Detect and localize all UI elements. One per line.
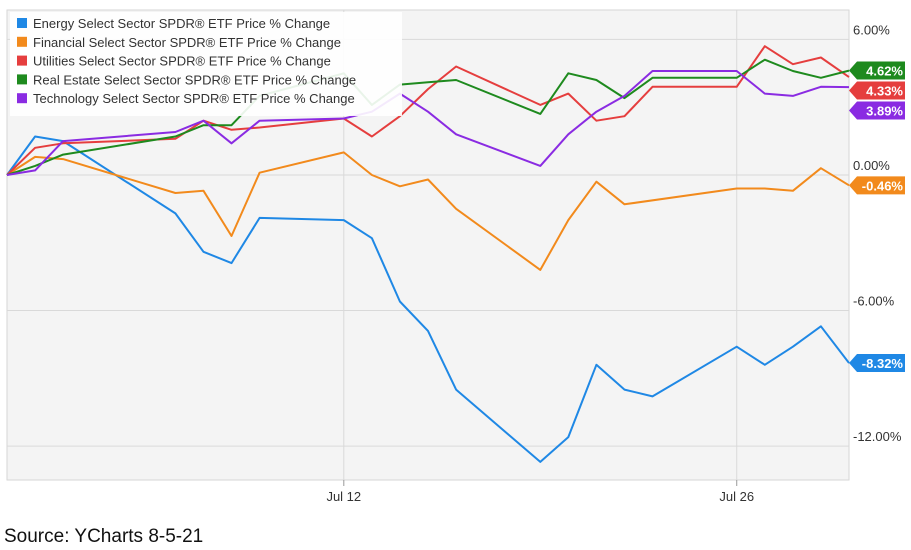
series-line <box>6 45 850 176</box>
legend-swatch <box>17 74 27 85</box>
end-value-badge <box>849 353 905 372</box>
legend: Energy Select Sector SPDR® ETF Price % C… <box>10 12 402 116</box>
x-tick-label: Jul 12 <box>326 489 361 504</box>
end-value-text: -8.32% <box>862 356 904 371</box>
series-line <box>6 135 850 463</box>
series-line <box>6 151 850 271</box>
series-line <box>6 70 850 176</box>
source-caption: Source: YCharts 8-5-21 <box>4 526 204 547</box>
y-tick-label: -12.00% <box>853 429 902 444</box>
legend-swatch <box>17 36 27 47</box>
end-value-badge <box>849 61 905 80</box>
legend-swatch <box>17 93 27 104</box>
end-value-badge <box>849 81 905 100</box>
end-value-badge <box>849 176 905 195</box>
series-line <box>6 58 850 176</box>
end-value-text: 3.89% <box>866 104 903 119</box>
legend-item[interactable]: Real Estate Select Sector SPDR® ETF Pric… <box>17 72 356 87</box>
legend-swatch <box>17 18 27 28</box>
legend-background <box>10 12 402 116</box>
legend-item[interactable]: Utilities Select Sector SPDR® ETF Price … <box>17 54 331 69</box>
y-tick-label: 0.00% <box>853 158 890 173</box>
legend-label: Financial Select Sector SPDR® ETF Price … <box>33 35 341 50</box>
end-value-text: 4.33% <box>866 84 903 99</box>
end-value-label: 4.33% <box>849 81 905 100</box>
end-value-text: -0.46% <box>862 178 904 193</box>
y-tick-label: -6.00% <box>853 294 895 309</box>
legend-item[interactable]: Technology Select Sector SPDR® ETF Price… <box>17 91 355 106</box>
legend-item[interactable]: Financial Select Sector SPDR® ETF Price … <box>17 35 341 50</box>
end-value-label: 3.89% <box>849 101 905 120</box>
axes: 6.00% 0.00% -6.00% -12.00% Jul 12 Jul 26 <box>326 22 901 504</box>
legend-label: Technology Select Sector SPDR® ETF Price… <box>33 91 355 106</box>
line-chart: 6.00% 0.00% -6.00% -12.00% Jul 12 Jul 26 4.62… <box>6 9 905 504</box>
legend-swatch <box>17 55 27 66</box>
end-value-labels: 4.62% 4.33% 3.89% -0.46% -8.32% <box>849 61 905 372</box>
end-value-label: -8.32% <box>849 353 905 372</box>
legend-label: Real Estate Select Sector SPDR® ETF Pric… <box>33 72 356 87</box>
legend-label: Energy Select Sector SPDR® ETF Price % C… <box>33 16 330 31</box>
y-tick-label: 6.00% <box>853 22 890 37</box>
end-value-label: 4.62% <box>849 61 905 80</box>
legend-label: Utilities Select Sector SPDR® ETF Price … <box>33 54 331 69</box>
end-value-badge <box>849 101 905 120</box>
legend-item[interactable]: Energy Select Sector SPDR® ETF Price % C… <box>17 16 330 31</box>
x-tick-label: Jul 26 <box>719 489 754 504</box>
series-lines <box>6 45 850 463</box>
end-value-label: -0.46% <box>849 176 905 195</box>
end-value-text: 4.62% <box>866 64 903 79</box>
